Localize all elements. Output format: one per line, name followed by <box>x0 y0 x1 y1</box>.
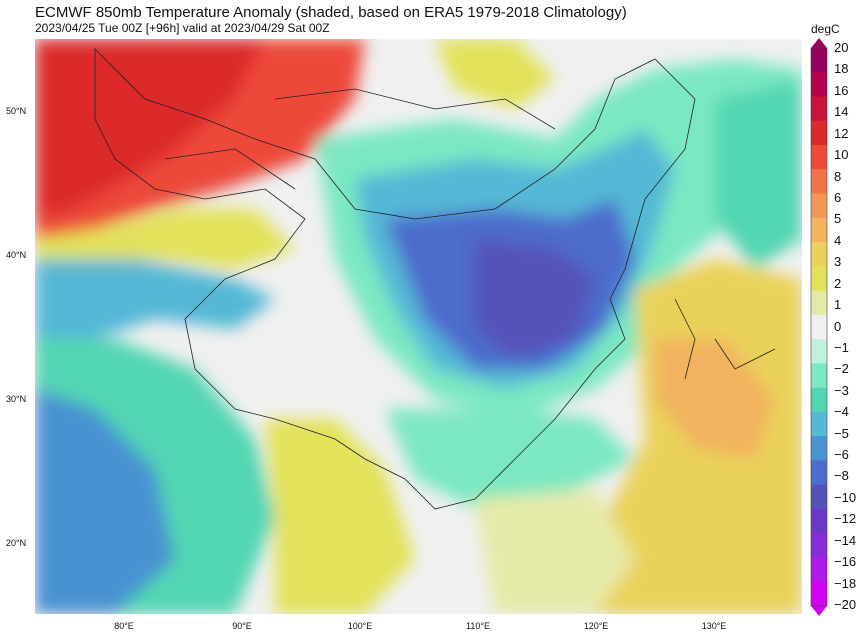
colorbar-segment <box>811 436 827 461</box>
lat-tick-50n: 50°N <box>6 106 27 116</box>
colorbar-tick-label: 12 <box>834 125 849 141</box>
colorbar-tick-label: 1 <box>834 297 842 313</box>
colorbar-tick-label: −18 <box>834 575 857 591</box>
map-valid-time: 2023/04/25 Tue 00Z [+96h] valid at 2023/… <box>35 21 330 35</box>
lon-tick-110e: 110°E <box>466 621 490 631</box>
lat-tick-30n: 30°N <box>6 394 27 404</box>
colorbar-min-arrow <box>811 606 827 616</box>
colorbar-segment <box>811 96 827 122</box>
colorbar <box>810 38 828 616</box>
colorbar-tick-label: 0 <box>834 318 842 334</box>
colorbar-max-arrow <box>811 38 827 48</box>
colorbar-tick-label: −12 <box>834 511 857 527</box>
anomaly-shading <box>35 39 802 614</box>
colorbar-segment <box>811 72 827 98</box>
colorbar-tick-label: −10 <box>834 489 857 505</box>
colorbar-tick-label: −1 <box>834 339 849 355</box>
colorbar-tick-label: 2 <box>834 275 842 291</box>
colorbar-segment <box>811 387 827 413</box>
colorbar-segment <box>811 411 827 437</box>
colorbar-segment <box>811 169 827 195</box>
colorbar-segment <box>811 484 827 510</box>
colorbar-segment <box>811 460 827 486</box>
colorbar-segment <box>811 145 827 170</box>
colorbar-tick-label: −2 <box>834 361 849 377</box>
colorbar-tick-label: −8 <box>834 468 849 484</box>
map-title: ECMWF 850mb Temperature Anomaly (shaded,… <box>35 4 627 21</box>
colorbar-tick-label: −3 <box>834 382 849 398</box>
colorbar-segment <box>811 120 827 146</box>
colorbar-segment <box>811 557 827 583</box>
colorbar-segment <box>811 290 827 316</box>
colorbar-segment <box>811 217 827 243</box>
colorbar-tick-label: −4 <box>834 404 849 420</box>
colorbar-tick-label: 16 <box>834 82 849 98</box>
colorbar-segment <box>811 314 827 340</box>
colorbar-segment <box>811 48 827 73</box>
lon-tick-100e: 100°E <box>347 621 373 631</box>
colorbar-tick-label: 8 <box>834 168 842 184</box>
colorbar-tick-label: 4 <box>834 232 842 248</box>
lat-tick-20n: 20°N <box>6 538 27 548</box>
colorbar-tick-label: −6 <box>834 447 849 463</box>
lon-tick-90e: 90°E <box>232 621 252 631</box>
colorbar-tick-label: 18 <box>834 61 849 77</box>
lat-tick-40n: 40°N <box>6 250 27 260</box>
colorbar-segment <box>811 193 827 219</box>
colorbar-segment <box>811 581 827 607</box>
colorbar-tick-label: −5 <box>834 425 849 441</box>
colorbar-tick-label: 3 <box>834 254 842 270</box>
lon-tick-80e: 80°E <box>114 621 134 631</box>
colorbar-segment <box>811 508 827 534</box>
colorbar-segment <box>811 363 827 389</box>
colorbar-segment <box>811 242 827 267</box>
colorbar-tick-label: 10 <box>834 147 849 163</box>
colorbar-tick-label: −16 <box>834 554 857 570</box>
colorbar-segment <box>811 533 827 558</box>
colorbar-tick-label: 5 <box>834 211 842 227</box>
country-borders <box>94 48 776 510</box>
colorbar-segment <box>811 339 827 364</box>
colorbar-tick-label: 6 <box>834 189 842 205</box>
colorbar-tick-label: 14 <box>834 104 849 120</box>
colorbar-unit: degC <box>811 22 840 36</box>
colorbar-tick-label: −20 <box>834 597 857 612</box>
lon-tick-130e: 130°E <box>701 621 727 631</box>
colorbar-tick-label: 20 <box>834 40 849 55</box>
lon-tick-120e: 120°E <box>583 621 609 631</box>
temperature-anomaly-map <box>35 39 802 614</box>
colorbar-segment <box>811 266 827 292</box>
colorbar-tick-label: −14 <box>834 532 857 548</box>
